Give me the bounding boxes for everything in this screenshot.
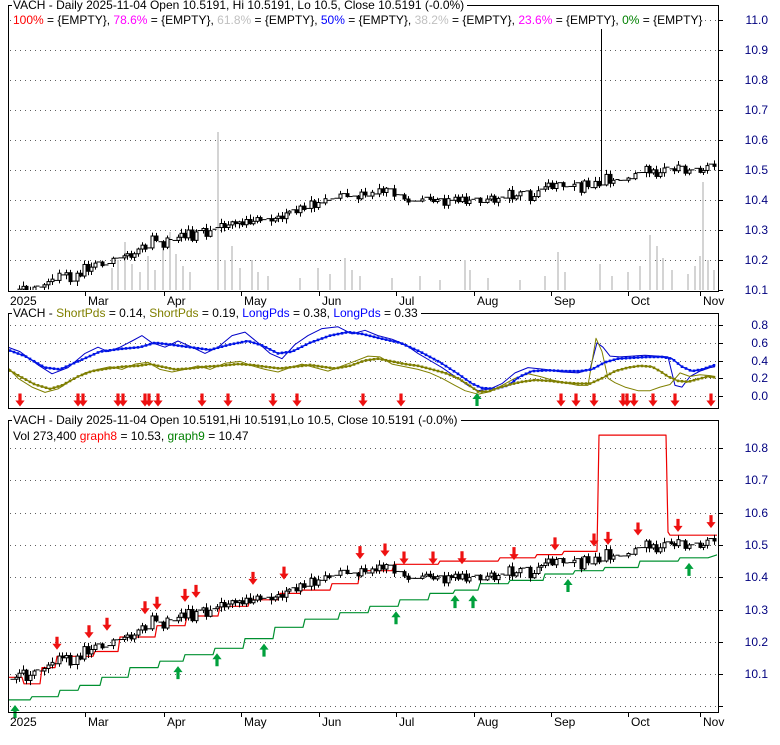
y-tick-label: 10.5 xyxy=(744,537,768,552)
y-tick-label: 10.3 xyxy=(744,602,768,617)
x-tick-label: Aug xyxy=(477,715,499,729)
y-tick-label: 10.3 xyxy=(744,223,768,237)
legend-segment: = {EMPTY}, xyxy=(448,13,519,27)
legend-segment: Vol 273,400 xyxy=(13,429,80,443)
x-tick-label: Mar xyxy=(88,715,109,729)
legend-segment: = 10.53, xyxy=(117,429,168,443)
y-tick-label: 10.4 xyxy=(744,570,768,585)
legend-segment: = 0.19, xyxy=(198,306,243,320)
y-tick-label: 10.8 xyxy=(744,441,768,455)
x-tick-label: 2025 xyxy=(10,294,37,308)
x-tick-label: Jul xyxy=(399,294,415,308)
legend-segment: = {EMPTY}, xyxy=(147,13,218,27)
x-tick-label: May xyxy=(244,715,267,729)
y-tick-label: 10.7 xyxy=(744,103,768,117)
legend-segment: 23.6% xyxy=(518,13,553,27)
legend-segment: = {EMPTY}, xyxy=(43,13,114,27)
panel1-title: VACH - Daily 2025-11-04 Open 10.5191, Hi… xyxy=(12,0,468,12)
y-tick-label: 0.2 xyxy=(751,371,768,386)
legend-segment: 50% xyxy=(320,13,345,27)
y-tick-label: 0.6 xyxy=(751,335,768,350)
x-tick-label: Aug xyxy=(477,294,499,308)
x-tick-label: Nov xyxy=(703,715,725,729)
legend-segment: 61.8% xyxy=(217,13,252,27)
y-tick-label: 10.7 xyxy=(744,473,768,488)
legend-segment: = {EMPTY} xyxy=(639,13,703,27)
legend-segment: LongPds xyxy=(333,306,381,320)
y-tick-label: 0.8 xyxy=(751,318,768,332)
y-tick-label: 10.8 xyxy=(744,73,768,87)
x-tick-label: Jul xyxy=(399,715,415,729)
y-tick-label: 0.4 xyxy=(751,353,768,368)
y-tick-label: 10.1 xyxy=(744,283,768,297)
x-tick-label: Mar xyxy=(88,294,109,308)
x-tick-label: Oct xyxy=(631,715,650,729)
legend-segment: = 0.33 xyxy=(380,306,418,320)
y-tick-label: 10.2 xyxy=(744,253,768,267)
legend-segment: VACH - xyxy=(13,306,57,320)
legend-segment: 100% xyxy=(13,13,44,27)
legend-segment: = {EMPTY}, xyxy=(251,13,321,27)
x-tick-label: Jun xyxy=(322,294,342,308)
x-tick-label: Apr xyxy=(167,294,186,308)
y-tick-label: 11.0 xyxy=(745,13,768,27)
y-tick-label: 10.9 xyxy=(744,43,768,57)
x-tick-label: Nov xyxy=(703,294,725,308)
y-tick-label: 10.4 xyxy=(744,193,768,207)
legend-segment: 78.6% xyxy=(113,13,148,27)
legend-segment: = {EMPTY}, xyxy=(552,13,623,27)
legend-segment: 0% xyxy=(622,13,640,27)
x-tick-label: 2025 xyxy=(10,715,37,729)
y-tick-label: 10.5 xyxy=(744,163,768,177)
legend-segment: LongPds xyxy=(242,306,290,320)
legend-segment: = 0.38, xyxy=(289,306,334,320)
x-tick-label: Apr xyxy=(167,715,186,729)
x-tick-label: Sep xyxy=(554,715,576,729)
panel3-title: VACH - Daily 2025-11-04 Open 10.5191,Hi … xyxy=(12,414,461,427)
y-tick-label: 10.2 xyxy=(744,634,768,649)
legend-segment: 38.2% xyxy=(414,13,449,27)
x-tick-label: Jun xyxy=(322,715,342,729)
y-tick-label: 0.0 xyxy=(751,389,768,403)
y-tick-label: 10.6 xyxy=(744,133,768,147)
legend-segment: = {EMPTY}, xyxy=(344,13,415,27)
y-tick-label: 10.1 xyxy=(744,667,768,682)
x-tick-label: Sep xyxy=(554,294,576,308)
panel2-title: VACH - ShortPds = 0.14, ShortPds = 0.19,… xyxy=(12,307,421,320)
panel1-fib-legend: 100% = {EMPTY}, 78.6% = {EMPTY}, 61.8% =… xyxy=(12,13,706,27)
x-tick-label: Oct xyxy=(631,294,650,308)
legend-segment: graph8 xyxy=(79,429,118,443)
panel3-vol-legend: Vol 273,400 graph8 = 10.53, graph9 = 10.… xyxy=(12,430,252,443)
y-tick-label: 10.6 xyxy=(744,505,768,520)
legend-segment: graph9 xyxy=(167,429,205,443)
legend-segment: = 10.47 xyxy=(204,429,249,443)
legend-segment: ShortPds xyxy=(149,306,199,320)
legend-segment: = 0.14, xyxy=(105,306,150,320)
legend-segment: ShortPds xyxy=(56,306,106,320)
x-tick-label: May xyxy=(244,294,267,308)
